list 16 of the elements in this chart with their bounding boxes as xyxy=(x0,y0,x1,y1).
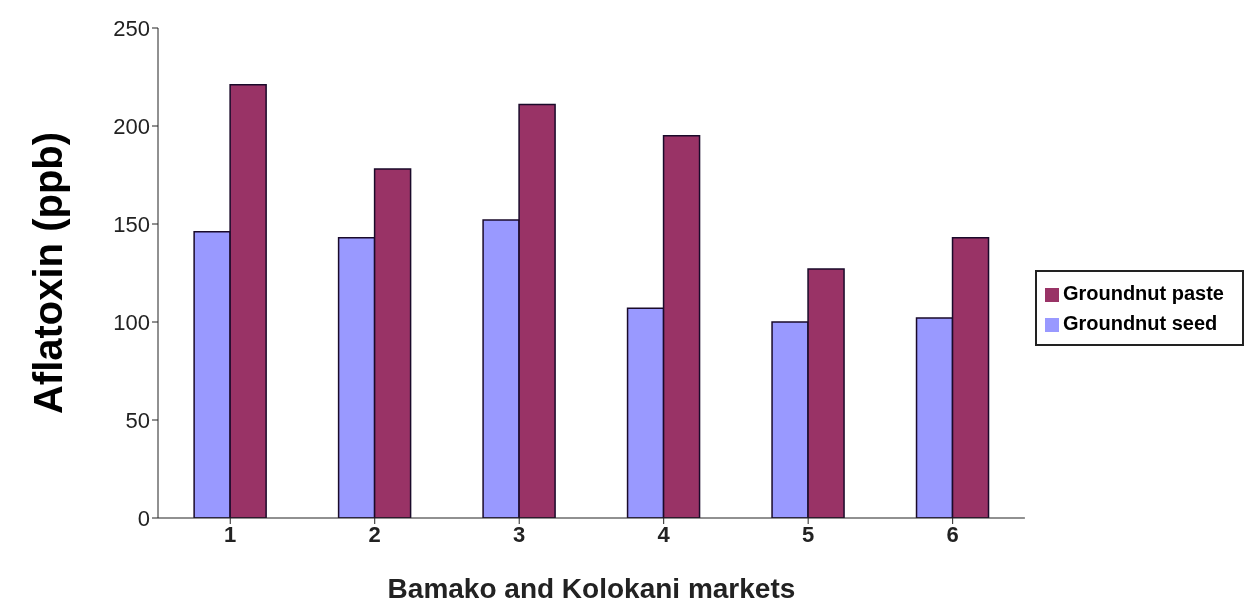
x-tick-label: 2 xyxy=(368,521,381,547)
y-tick-label: 0 xyxy=(137,505,150,531)
x-tick-label: 5 xyxy=(802,521,815,547)
y-tick-label: 250 xyxy=(113,15,150,41)
x-tick-label: 1 xyxy=(224,521,237,547)
y-tick-label: 100 xyxy=(113,309,150,335)
legend-label: Groundnut paste xyxy=(1062,282,1224,304)
x-tick-label: 3 xyxy=(513,521,526,547)
y-tick-label: 200 xyxy=(113,113,150,139)
x-tick-label: 6 xyxy=(946,521,959,547)
y-tick-label: 150 xyxy=(113,211,150,237)
x-axis-title: Bamako and Kolokani markets xyxy=(387,573,796,604)
legend-label: Groundnut seed xyxy=(1062,312,1218,334)
y-tick-label: 50 xyxy=(125,407,150,433)
x-tick-label: 4 xyxy=(657,521,671,547)
y-axis-title: Aflatoxin (ppb) xyxy=(26,131,71,415)
